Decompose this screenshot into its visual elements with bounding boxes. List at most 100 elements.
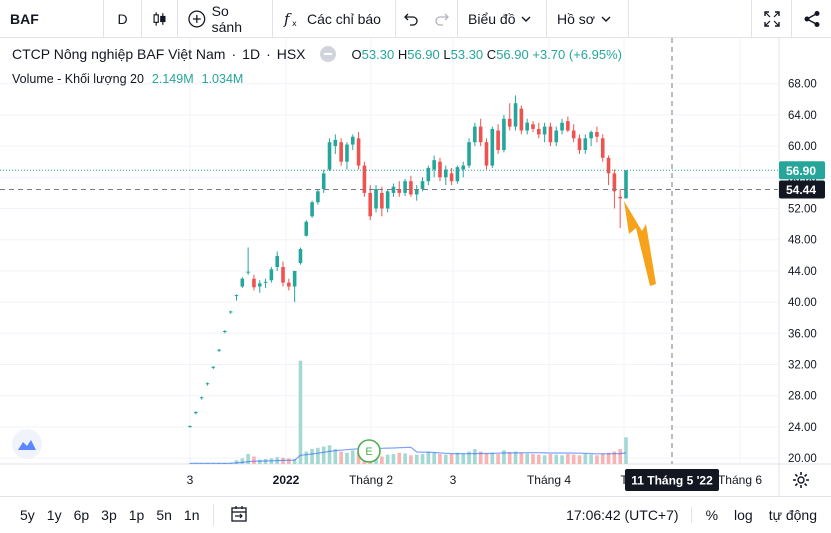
last-price-badge: [779, 161, 825, 180]
volume-bar: [420, 454, 425, 464]
y-tick-label: 28.00: [788, 391, 817, 403]
chart-type-dropdown[interactable]: Biểu đồ: [458, 0, 547, 38]
close-label: C: [486, 46, 497, 62]
candle-body: [234, 295, 239, 297]
y-tick-label: 52.00: [788, 204, 817, 216]
volume-bar: [246, 454, 250, 464]
candle-body: [432, 160, 436, 170]
candle-body: [426, 167, 431, 182]
volume-bar: [257, 459, 262, 464]
earnings-marker-label: E: [365, 446, 372, 458]
redo-button[interactable]: [426, 0, 458, 38]
candle-body: [414, 189, 419, 195]
price-chart[interactable]: 68.0064.0060.0056.0052.0048.0044.0040.00…: [0, 38, 831, 496]
legend-collapse-button[interactable]: [319, 46, 336, 62]
percent-scale-toggle[interactable]: %: [705, 507, 719, 523]
x-tick-label: 2022: [273, 473, 300, 487]
share-icon: [804, 10, 819, 27]
range-3m[interactable]: 3p: [101, 507, 117, 523]
calendar-arrow-icon: [231, 505, 248, 522]
chart-legend: CTCP Nông nghiệp BAF Việt Nam · 1D · HSX…: [12, 46, 622, 62]
symbol-search-button[interactable]: BAF: [0, 0, 104, 38]
candle-body: [577, 138, 582, 150]
volume-value: 2.149M: [151, 72, 194, 86]
annotation-arrow-icon: [624, 201, 656, 286]
chart-settings-button[interactable]: [792, 471, 810, 494]
last-price-label: 56.90: [786, 164, 816, 178]
volume-bar: [600, 453, 605, 464]
candle-body: [443, 169, 448, 178]
y-tick-label: 44.00: [788, 266, 817, 278]
volume-bar: [478, 451, 483, 464]
indicators-button[interactable]: f x Các chỉ báo: [273, 0, 396, 38]
tradingview-logo-icon[interactable]: [12, 429, 42, 459]
range-5y[interactable]: 5y: [20, 507, 35, 523]
candle-body: [624, 170, 628, 199]
share-button[interactable]: [791, 0, 831, 38]
svg-text:x: x: [292, 19, 297, 28]
candle-body: [554, 130, 559, 143]
candle-body: [420, 181, 425, 189]
volume-bar: [234, 460, 239, 464]
y-tick-label: 60.00: [788, 141, 817, 153]
fullscreen-button[interactable]: [751, 0, 791, 38]
candle-body: [194, 412, 198, 414]
candle-body: [391, 186, 396, 193]
volume-bar: [624, 437, 628, 464]
candle-body: [600, 138, 605, 158]
volume-bar: [287, 458, 291, 464]
profile-label: Hồ sơ: [557, 10, 595, 27]
volume-bar: [443, 454, 448, 464]
volume-bar: [548, 454, 553, 464]
candle-body: [281, 267, 285, 283]
volume-bar: [595, 455, 599, 464]
profile-dropdown[interactable]: Hồ sơ: [547, 0, 629, 38]
candle-body: [380, 192, 384, 209]
range-6m[interactable]: 6p: [73, 507, 90, 523]
candle-body: [298, 249, 303, 264]
volume-bar: [455, 452, 460, 464]
x-tick-label: Tháng 6: [718, 473, 762, 487]
chart-type-label: Biểu đồ: [468, 10, 516, 27]
undo-button[interactable]: [396, 0, 426, 38]
range-1y[interactable]: 1y: [46, 507, 62, 523]
x-tick-label: 3: [450, 473, 457, 487]
volume-bar: [316, 447, 320, 464]
top-toolbar: BAF D So sánh f x Các chỉ báo: [0, 0, 831, 38]
candle-body: [345, 144, 349, 162]
candle-body: [560, 122, 564, 131]
go-to-date-button[interactable]: [222, 505, 256, 526]
interval-button[interactable]: D: [104, 0, 142, 38]
auto-scale-toggle[interactable]: tự động: [768, 507, 817, 523]
candle-body: [327, 142, 332, 170]
candle-body: [252, 278, 256, 288]
volume-bar: [240, 458, 245, 464]
candle-body: [310, 202, 314, 217]
indicators-label: Các chỉ báo: [307, 10, 381, 27]
candle-body: [316, 191, 320, 203]
candle-body: [507, 118, 512, 127]
compare-button[interactable]: So sánh: [178, 0, 273, 38]
range-5d[interactable]: 5n: [156, 507, 172, 523]
range-1d[interactable]: 1n: [183, 507, 200, 523]
chart-style-button[interactable]: [142, 0, 178, 38]
volume-bar: [380, 456, 384, 464]
candle-body: [409, 181, 413, 195]
candle-body: [257, 283, 262, 287]
volume-ma-value: 1.034M: [201, 72, 244, 86]
low-label: L: [443, 46, 451, 62]
candle-body: [287, 282, 291, 287]
crosshair-price-label: 54.44: [786, 183, 816, 197]
volume-legend: Volume - Khối lượng 20 2.149M 1.034M: [12, 72, 243, 86]
range-1m[interactable]: 1p: [128, 507, 145, 523]
y-tick-label: 40.00: [788, 297, 817, 309]
candle-body: [438, 161, 442, 178]
candle-body: [199, 397, 204, 399]
volume-bar: [304, 451, 309, 464]
volume-bar: [536, 454, 541, 464]
volume-bar: [432, 452, 436, 464]
log-scale-toggle[interactable]: log: [734, 507, 753, 523]
clock-timezone[interactable]: 17:06:42 (UTC+7): [554, 507, 692, 523]
volume-bar: [310, 449, 314, 464]
candle-body: [269, 269, 274, 281]
